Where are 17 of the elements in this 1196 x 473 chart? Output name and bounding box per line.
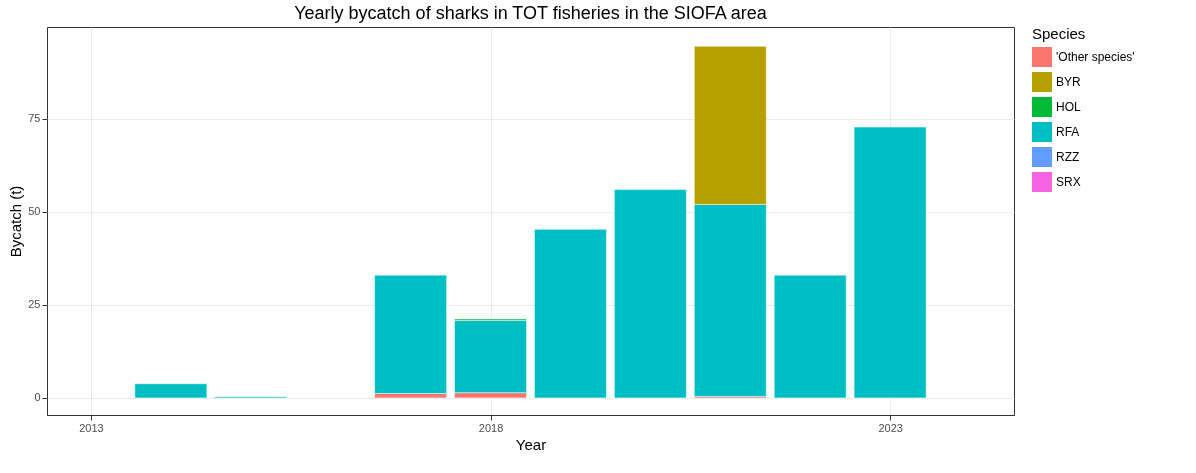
x-tick-label: 2023 bbox=[878, 421, 903, 434]
legend-title: Species bbox=[1032, 25, 1086, 42]
legend-label: RZZ bbox=[1056, 150, 1080, 164]
y-axis-title: Bycatch (t) bbox=[7, 185, 25, 258]
legend-label: 'Other species' bbox=[1056, 50, 1135, 64]
legend-label: HOL bbox=[1056, 100, 1081, 114]
y-tick-label: 50 bbox=[28, 205, 41, 218]
y-tick-label: 75 bbox=[28, 112, 41, 125]
legend-label: SRX bbox=[1056, 175, 1081, 189]
y-tick-label: 0 bbox=[34, 391, 41, 404]
legend-label: RFA bbox=[1056, 125, 1080, 139]
y-tick-label: 25 bbox=[28, 298, 41, 311]
legend-label: BYR bbox=[1056, 75, 1082, 89]
x-axis-title: Year bbox=[515, 435, 547, 453]
chart-title: Yearly bycatch of sharks in TOT fisheries in the SIOFA area bbox=[294, 3, 768, 23]
x-tick-label: 2013 bbox=[79, 421, 104, 434]
x-tick-label: 2018 bbox=[478, 421, 504, 434]
